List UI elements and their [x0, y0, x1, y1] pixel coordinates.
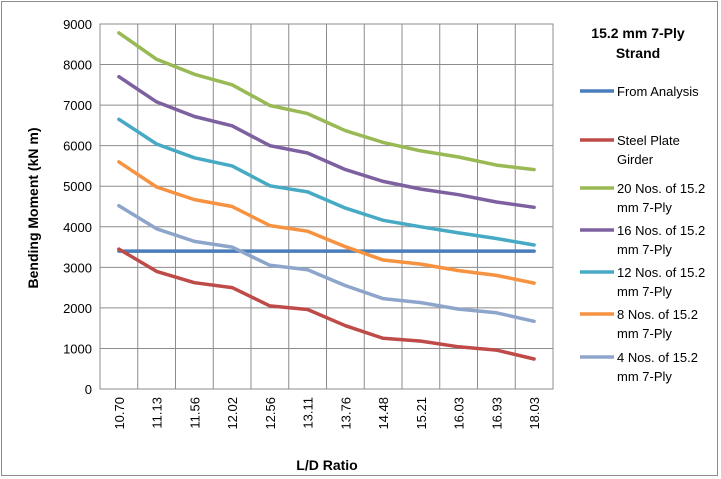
series-line-steel-plate-girder — [117, 247, 536, 361]
legend-label: 16 Nos. of 15.2 — [617, 223, 705, 238]
y-tick-label: 6000 — [63, 139, 92, 154]
y-axis-ticks: 0 1000 2000 3000 4000 5000 6000 7000 8000 9000 — [63, 17, 92, 397]
y-tick-label: 1000 — [63, 341, 92, 356]
legend-label: mm 7-Ply — [617, 326, 672, 341]
legend-label: mm 7-Ply — [617, 242, 672, 257]
legend-label: Steel Plate — [617, 133, 680, 148]
x-axis-title: L/D Ratio — [296, 457, 357, 473]
legend-label: mm 7-Ply — [617, 284, 672, 299]
series-line-20-nos-of-15-2-mm-7-ply — [117, 31, 536, 172]
x-tick-label: 14.48 — [376, 397, 391, 430]
y-tick-label: 8000 — [63, 58, 92, 73]
y-tick-label: 7000 — [63, 98, 92, 113]
legend-label: 12 Nos. of 15.2 — [617, 265, 705, 280]
y-tick-label: 5000 — [63, 179, 92, 194]
series-line-16-nos-of-15-2-mm-7-ply — [117, 74, 536, 210]
legend-label: mm 7-Ply — [617, 200, 672, 215]
y-tick-label: 3000 — [63, 260, 92, 275]
x-tick-label: 18.03 — [527, 397, 542, 430]
series-lines — [117, 31, 536, 361]
y-tick-label: 2000 — [63, 301, 92, 316]
x-tick-label: 12.02 — [225, 397, 240, 430]
legend-title: 15.2 mm 7-Ply — [591, 25, 685, 41]
x-tick-label: 15.21 — [414, 397, 429, 430]
legend-label: 20 Nos. of 15.2 — [617, 181, 705, 196]
x-tick-label: 12.56 — [263, 397, 278, 430]
gridlines — [99, 23, 554, 390]
x-tick-label: 11.56 — [187, 397, 202, 429]
legend-label: mm 7-Ply — [617, 369, 672, 384]
x-tick-label: 16.03 — [452, 397, 467, 430]
y-tick-label: 9000 — [63, 17, 92, 32]
series-line-4-nos-of-15-2-mm-7-ply — [117, 203, 536, 324]
x-tick-label: 11.13 — [150, 397, 165, 429]
x-tick-label: 13.76 — [338, 397, 353, 430]
legend-label: 4 Nos. of 15.2 — [617, 350, 698, 365]
x-tick-label: 16.93 — [489, 397, 504, 430]
legend-label: From Analysis — [617, 84, 699, 99]
y-tick-label: 0 — [85, 382, 92, 397]
legend: 15.2 mm 7-Ply Strand From Analysis Steel Pl… — [580, 25, 705, 384]
x-tick-label: 10.70 — [112, 397, 127, 430]
plot-border — [99, 23, 554, 390]
plot-area — [99, 23, 554, 390]
y-axis-title: Bending Moment (kN m) — [25, 128, 41, 289]
series-line-12-nos-of-15-2-mm-7-ply — [117, 117, 536, 247]
x-axis-ticks: 10.70 11.13 11.56 12.02 12.56 13.11 13.76 14.48… — [112, 397, 542, 430]
x-tick-label: 13.11 — [301, 397, 316, 429]
legend-title: Strand — [616, 45, 660, 61]
y-tick-label: 4000 — [63, 220, 92, 235]
legend-label: Girder — [617, 152, 654, 167]
series-line-8-nos-of-15-2-mm-7-ply — [117, 160, 536, 285]
legend-label: 8 Nos. of 15.2 — [617, 307, 698, 322]
